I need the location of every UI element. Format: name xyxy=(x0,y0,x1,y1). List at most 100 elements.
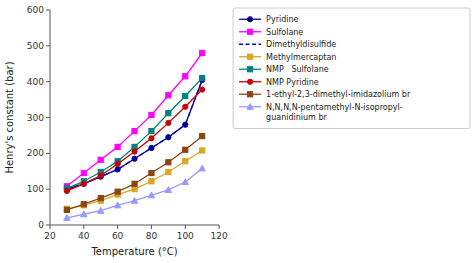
data-point xyxy=(148,192,154,198)
legend-label: N,N,N,N-pentamethyl-N-isopropyl-guanidin… xyxy=(266,103,403,123)
x-tick-label: 40 xyxy=(78,231,90,241)
data-point xyxy=(200,87,205,92)
legend-label: 1-ethyl-2,3-dimethyl-imidazolium br xyxy=(266,90,411,99)
legend-label: Dimethyldisulfide xyxy=(266,40,336,49)
legend-label-line: 1-ethyl-2,3-dimethyl-imidazolium br xyxy=(266,90,411,99)
legend-marker xyxy=(247,79,252,84)
data-point xyxy=(200,134,205,139)
y-tick xyxy=(46,45,50,46)
data-point xyxy=(81,202,86,207)
data-point xyxy=(81,181,86,186)
data-point xyxy=(166,120,171,125)
series xyxy=(64,165,206,220)
y-tick xyxy=(46,189,50,190)
data-point xyxy=(149,179,154,184)
y-tick-label: 500 xyxy=(27,41,44,51)
data-point xyxy=(166,160,171,165)
data-point xyxy=(200,75,205,80)
legend-handle xyxy=(239,44,261,45)
series xyxy=(64,50,204,189)
series xyxy=(64,134,204,213)
data-point xyxy=(200,50,205,55)
legend-label-line: N,N,N,N-pentamethyl-N-isopropyl- xyxy=(266,103,403,112)
data-point xyxy=(115,189,120,194)
data-point xyxy=(166,169,171,174)
x-tick-label: 120 xyxy=(210,231,227,241)
data-point xyxy=(183,93,188,98)
data-point xyxy=(81,170,86,175)
plot-area xyxy=(64,50,206,220)
data-point xyxy=(182,179,188,185)
y-tick xyxy=(46,10,50,11)
legend-label-line: NMP Sulfolane xyxy=(266,65,329,74)
data-point xyxy=(199,165,205,171)
series xyxy=(64,77,204,191)
legend-marker xyxy=(247,54,252,59)
data-point xyxy=(114,202,120,208)
series xyxy=(67,80,202,189)
data-point xyxy=(64,188,69,193)
y-tick-label: 300 xyxy=(27,113,44,123)
series-line xyxy=(67,80,202,189)
legend-label-line: Dimethyldisulfide xyxy=(266,40,336,49)
x-tick xyxy=(151,225,152,229)
legend-label: NMP Pyridine xyxy=(266,78,319,87)
x-axis-label: Temperature (°C) xyxy=(90,246,177,257)
series-line xyxy=(67,80,202,189)
x-tick-label: 80 xyxy=(146,231,158,241)
legend-marker xyxy=(247,17,252,22)
y-tick xyxy=(46,225,50,226)
series-line xyxy=(67,90,202,191)
legend-label: Pyridine xyxy=(266,15,298,24)
data-point xyxy=(132,181,137,186)
legend-marker xyxy=(247,92,252,97)
series xyxy=(64,87,204,194)
data-point xyxy=(64,215,70,221)
data-point xyxy=(64,207,69,212)
legend-marker xyxy=(247,67,252,72)
legend-label: Methylmercaptan xyxy=(266,53,336,62)
x-tick-label: 100 xyxy=(177,231,194,241)
data-point xyxy=(98,157,103,162)
data-point xyxy=(183,147,188,152)
x-axis-line xyxy=(50,225,219,226)
legend-marker xyxy=(247,104,253,110)
data-point xyxy=(149,170,154,175)
legend-label-line: NMP Pyridine xyxy=(266,78,319,87)
series xyxy=(64,75,204,191)
data-point xyxy=(183,74,188,79)
data-point xyxy=(132,187,137,192)
x-tick xyxy=(50,225,51,229)
data-point xyxy=(115,144,120,149)
data-point xyxy=(98,207,104,213)
y-tick-label: 600 xyxy=(27,5,44,15)
series-line xyxy=(67,53,202,186)
axes: 204060801001200100200300400500600 xyxy=(27,5,228,241)
data-point xyxy=(132,129,137,134)
series-line xyxy=(67,136,202,210)
x-tick-label: 60 xyxy=(112,231,124,241)
data-point xyxy=(98,196,103,201)
data-point xyxy=(81,211,87,217)
y-tick-label: 0 xyxy=(38,220,44,230)
data-point xyxy=(131,197,137,203)
data-point xyxy=(98,173,103,178)
legend: Pyridine Sulfolane Dimethyldisulfide Methyl… xyxy=(233,8,470,129)
legend-label: Sulfolane xyxy=(266,28,303,37)
y-tick xyxy=(46,153,50,154)
x-tick-label: 20 xyxy=(44,231,56,241)
y-tick-label: 200 xyxy=(27,148,44,158)
x-tick xyxy=(219,225,220,229)
data-point xyxy=(149,136,154,141)
legend-marker xyxy=(247,29,252,34)
legend-label-line: Sulfolane xyxy=(266,28,303,37)
series-line xyxy=(67,168,202,217)
x-tick xyxy=(83,225,84,229)
legend-label-line: guanidinium br xyxy=(266,113,327,122)
y-tick-label: 100 xyxy=(27,184,44,194)
y-tick xyxy=(46,81,50,82)
data-point xyxy=(166,93,171,98)
chart: 204060801001200100200300400500600Tempera… xyxy=(0,0,474,263)
data-point xyxy=(132,149,137,154)
series xyxy=(64,148,204,212)
